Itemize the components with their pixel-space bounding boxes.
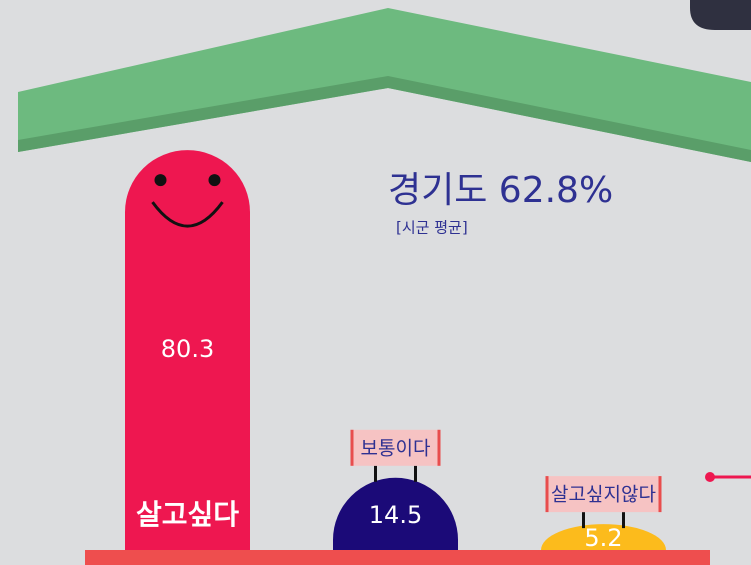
category-label: 보통이다 bbox=[361, 437, 431, 459]
value-label: 14.5 bbox=[369, 501, 422, 529]
bar bbox=[125, 150, 250, 550]
value-label: 80.3 bbox=[161, 335, 214, 363]
sign bbox=[350, 429, 441, 466]
base bbox=[85, 550, 710, 565]
corner-badge bbox=[690, 0, 751, 30]
sign-edge bbox=[545, 476, 549, 513]
value-label: 5.2 bbox=[584, 524, 622, 552]
annotation: 경기도 62.8% bbox=[388, 170, 613, 211]
sign bbox=[545, 476, 662, 513]
sign-edge bbox=[437, 429, 441, 466]
category-label: 살고싶다 bbox=[136, 498, 239, 531]
roof-edge bbox=[18, 76, 751, 162]
bar bbox=[333, 477, 458, 550]
pointer-dot bbox=[705, 472, 715, 482]
eye bbox=[154, 174, 167, 187]
smile bbox=[151, 201, 224, 228]
sign-edge bbox=[350, 429, 354, 466]
eye bbox=[208, 174, 221, 187]
category-label: 살고싶지않다 bbox=[551, 484, 656, 506]
subtitle: [시군 평균] bbox=[396, 219, 468, 237]
bars: 80.3 살고싶다 14.5 보통이다 5.2 살고싶지않다 bbox=[125, 150, 666, 552]
bar bbox=[541, 524, 666, 550]
sign-edge bbox=[658, 476, 662, 513]
